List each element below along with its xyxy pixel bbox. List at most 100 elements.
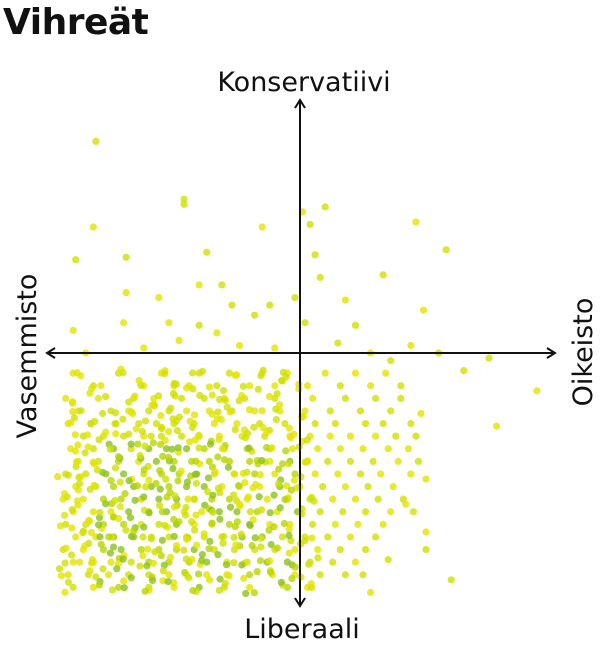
data-point (272, 416, 280, 424)
data-point (96, 508, 104, 517)
data-point (215, 586, 223, 594)
data-point (291, 293, 299, 302)
data-point (209, 508, 217, 516)
data-point (148, 401, 156, 409)
data-point (190, 526, 199, 534)
axis-label-right: Oikeisto (568, 298, 599, 407)
data-point (200, 482, 208, 491)
data-point (221, 579, 229, 588)
data-point (216, 395, 224, 404)
data-point (175, 336, 183, 344)
data-point (331, 520, 339, 528)
data-point (69, 558, 77, 566)
data-point (67, 551, 76, 559)
data-point (72, 458, 81, 466)
data-point (216, 489, 224, 497)
data-point (384, 556, 392, 564)
data-point (136, 451, 144, 460)
data-point (533, 387, 541, 395)
data-point (152, 457, 160, 465)
data-point (92, 137, 100, 145)
data-point (244, 493, 253, 501)
data-point (372, 394, 380, 402)
data-point (277, 578, 285, 586)
data-point (339, 508, 347, 516)
data-point (88, 555, 96, 564)
data-point (149, 559, 158, 567)
data-point (211, 468, 219, 476)
data-point (321, 203, 329, 211)
data-point (245, 406, 254, 414)
data-point (64, 471, 72, 479)
data-point (192, 511, 200, 519)
data-point (273, 544, 282, 552)
data-point (214, 453, 222, 461)
data-point (157, 552, 165, 560)
data-point (145, 476, 153, 484)
data-point (205, 457, 213, 465)
data-point (62, 394, 70, 402)
data-point (225, 520, 234, 528)
data-point (226, 503, 235, 511)
data-point (164, 453, 173, 462)
data-point (307, 580, 315, 588)
data-point (329, 495, 337, 503)
data-point (341, 296, 349, 304)
data-point (205, 576, 214, 584)
data-point (140, 523, 148, 531)
data-point (257, 506, 266, 514)
data-point (89, 583, 97, 591)
data-point (79, 527, 88, 535)
data-point (143, 562, 151, 570)
data-point (117, 545, 125, 554)
data-point (68, 524, 76, 532)
data-point (156, 440, 165, 449)
data-point (422, 545, 430, 554)
data-point (203, 248, 211, 256)
data-point (311, 251, 319, 259)
data-point (180, 195, 188, 203)
data-point (235, 397, 243, 405)
data-point (218, 445, 226, 453)
data-point (246, 382, 254, 390)
data-point (295, 380, 303, 388)
data-point (277, 377, 286, 385)
data-point (308, 534, 316, 542)
data-point (198, 508, 206, 516)
data-point (316, 571, 324, 579)
data-point (216, 515, 224, 523)
data-point (271, 344, 279, 352)
data-point (243, 468, 251, 476)
data-point (387, 508, 395, 516)
data-point (305, 560, 313, 568)
data-point (248, 542, 256, 550)
data-point (154, 392, 163, 400)
data-point (361, 508, 370, 516)
data-point (56, 522, 65, 530)
data-point (131, 496, 139, 504)
data-point (200, 530, 208, 538)
data-point (284, 460, 293, 468)
data-point (242, 589, 250, 598)
data-point (256, 471, 264, 479)
data-point (92, 573, 100, 581)
data-point (193, 541, 201, 549)
data-point (407, 419, 415, 428)
data-point (86, 389, 94, 397)
data-point (133, 482, 142, 490)
data-point (117, 495, 125, 503)
data-point (402, 500, 410, 508)
data-point (364, 482, 372, 491)
data-point (120, 470, 128, 478)
data-point (262, 428, 271, 436)
data-point (198, 550, 206, 559)
data-point (145, 509, 153, 517)
data-point (152, 419, 160, 428)
data-point (336, 545, 344, 554)
data-point (214, 408, 222, 416)
data-point (267, 568, 275, 576)
data-point (291, 563, 299, 571)
data-point (346, 457, 354, 465)
data-point (285, 531, 293, 540)
data-point (127, 558, 135, 566)
